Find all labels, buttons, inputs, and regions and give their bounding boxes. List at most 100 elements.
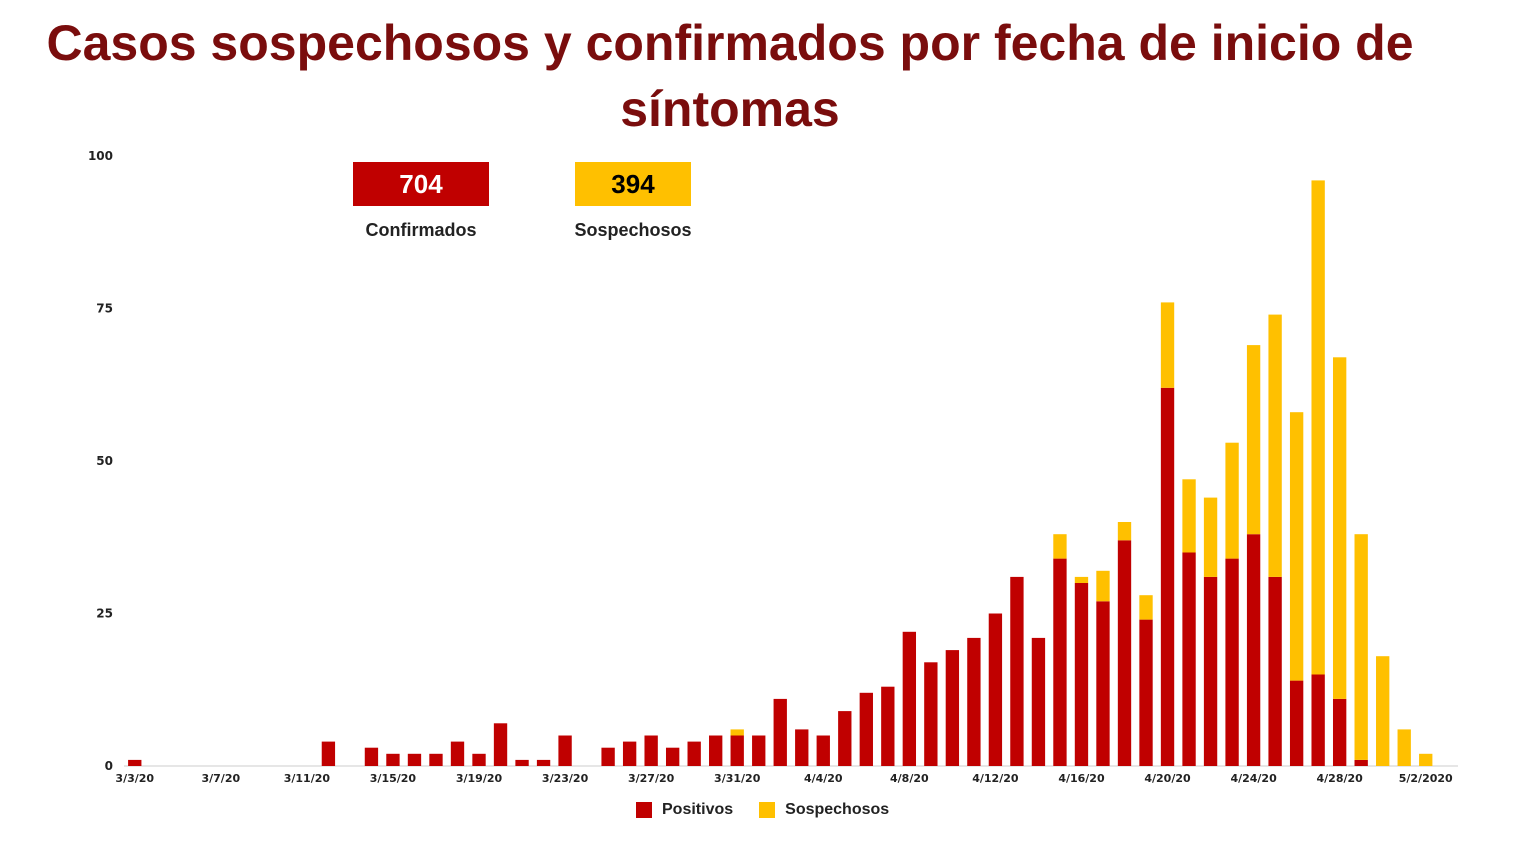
bar-positivos bbox=[730, 735, 744, 766]
bar-sospechosos bbox=[1246, 345, 1261, 535]
bar-sospechosos bbox=[1268, 314, 1282, 577]
bar-sospechosos bbox=[730, 729, 744, 736]
bar-positivos bbox=[536, 759, 551, 766]
bar-positivos bbox=[1117, 540, 1132, 766]
bar-positivos bbox=[902, 631, 917, 766]
bar-sospechosos bbox=[1182, 479, 1196, 553]
bar-positivos bbox=[838, 711, 852, 766]
bar-sospechosos bbox=[1139, 595, 1153, 620]
bar-sospechosos bbox=[1203, 497, 1218, 577]
bar-sospechosos bbox=[1397, 729, 1411, 766]
bar-sospechosos bbox=[1074, 576, 1089, 583]
bar-positivos bbox=[1096, 601, 1110, 766]
suspected-label: Sospechosos bbox=[574, 220, 692, 240]
legend-label-sospechosos: Sospechosos bbox=[785, 801, 890, 818]
y-tick-label: 50 bbox=[96, 454, 113, 468]
bar-positivos bbox=[321, 741, 336, 766]
bar-sospechosos bbox=[1289, 412, 1304, 681]
x-tick-label: 3/11/20 bbox=[284, 772, 331, 785]
x-tick-label: 3/31/20 bbox=[714, 772, 761, 785]
bar-positivos bbox=[493, 723, 508, 766]
bar-sospechosos bbox=[1053, 534, 1067, 559]
bar-positivos bbox=[1074, 583, 1089, 766]
confirmed-count-badge: 704 bbox=[353, 162, 489, 206]
bar-positivos bbox=[1311, 674, 1325, 766]
x-tick-label: 4/8/20 bbox=[890, 772, 929, 785]
x-tick-label: 3/23/20 bbox=[542, 772, 589, 785]
x-tick-label: 4/12/20 bbox=[972, 772, 1019, 785]
bar-sospechosos bbox=[1354, 534, 1368, 760]
bar-positivos bbox=[687, 741, 701, 766]
bar-sospechosos bbox=[1160, 302, 1175, 388]
x-tick-label: 4/20/20 bbox=[1144, 772, 1191, 785]
bar-sospechosos bbox=[1225, 442, 1239, 559]
bar-positivos bbox=[558, 735, 572, 766]
bar-positivos bbox=[816, 735, 830, 766]
bar-positivos bbox=[709, 735, 723, 766]
bar-positivos bbox=[773, 698, 787, 766]
legend-item-sospechosos: Sospechosos bbox=[759, 801, 889, 819]
bar-positivos bbox=[967, 637, 981, 766]
x-tick-label: 5/2/2020 bbox=[1399, 772, 1453, 785]
x-tick-label: 4/4/20 bbox=[804, 772, 843, 785]
bar-positivos bbox=[1268, 576, 1282, 766]
bar-sospechosos bbox=[1117, 522, 1132, 541]
bar-positivos bbox=[1010, 576, 1024, 766]
bar-positivos bbox=[1246, 534, 1261, 766]
bar-sospechosos bbox=[1096, 570, 1110, 602]
bar-positivos bbox=[945, 650, 960, 766]
bar-positivos bbox=[1289, 680, 1304, 766]
bar-positivos bbox=[1354, 759, 1368, 766]
bar-positivos bbox=[364, 747, 379, 766]
bar-positivos bbox=[407, 753, 422, 766]
bar-positivos bbox=[1203, 576, 1218, 766]
bar-sospechosos bbox=[1419, 753, 1433, 766]
confirmed-label: Confirmados bbox=[365, 220, 477, 240]
legend-swatch-sospechosos bbox=[759, 802, 776, 818]
x-tick-label: 3/15/20 bbox=[370, 772, 417, 785]
chart-title: Casos sospechosos y confirmados por fech… bbox=[46, 15, 1414, 137]
bar-positivos bbox=[988, 613, 1003, 766]
y-tick-label: 25 bbox=[96, 607, 113, 621]
y-tick-label: 0 bbox=[105, 759, 113, 773]
legend-swatch-positivos bbox=[636, 802, 652, 818]
bar-positivos bbox=[1225, 558, 1239, 766]
x-tick-label: 4/16/20 bbox=[1058, 772, 1105, 785]
bar-positivos bbox=[1160, 387, 1175, 766]
bar-positivos bbox=[429, 753, 443, 766]
bar-positivos bbox=[1182, 552, 1196, 766]
bar-positivos bbox=[795, 729, 809, 766]
bar-positivos bbox=[859, 692, 873, 766]
bar-sospechosos bbox=[1311, 180, 1325, 675]
suspected-count-badge: 394 bbox=[575, 162, 691, 206]
bar-positivos bbox=[622, 741, 637, 766]
bar-sospechosos bbox=[1376, 656, 1390, 766]
bar-positivos bbox=[601, 747, 615, 766]
bar-positivos bbox=[881, 686, 895, 766]
bar-positivos bbox=[665, 747, 680, 766]
bar-positivos bbox=[1139, 619, 1153, 766]
bar-positivos bbox=[386, 753, 400, 766]
y-tick-label: 75 bbox=[96, 302, 113, 316]
x-tick-label: 3/27/20 bbox=[628, 772, 675, 785]
x-tick-label: 3/7/20 bbox=[201, 772, 240, 785]
bar-positivos bbox=[472, 753, 486, 766]
legend-item-positivos: Positivos bbox=[636, 801, 733, 819]
x-tick-label: 3/19/20 bbox=[456, 772, 503, 785]
bar-positivos bbox=[515, 759, 529, 766]
y-tick-label: 100 bbox=[88, 149, 113, 163]
x-tick-label: 4/28/20 bbox=[1317, 772, 1364, 785]
bar-positivos bbox=[1031, 637, 1046, 766]
legend-label-positivos: Positivos bbox=[662, 801, 734, 818]
bar-positivos bbox=[450, 741, 465, 766]
bar-positivos bbox=[1053, 558, 1067, 766]
bar-positivos bbox=[644, 735, 658, 766]
bar-positivos bbox=[1332, 698, 1347, 766]
x-tick-label: 4/24/20 bbox=[1230, 772, 1277, 785]
legend: Positivos Sospechosos bbox=[636, 798, 907, 822]
bar-sospechosos bbox=[1332, 357, 1347, 699]
x-tick-label: 3/3/20 bbox=[115, 772, 154, 785]
bar-positivos bbox=[752, 735, 766, 766]
bar-positivos bbox=[128, 759, 142, 766]
